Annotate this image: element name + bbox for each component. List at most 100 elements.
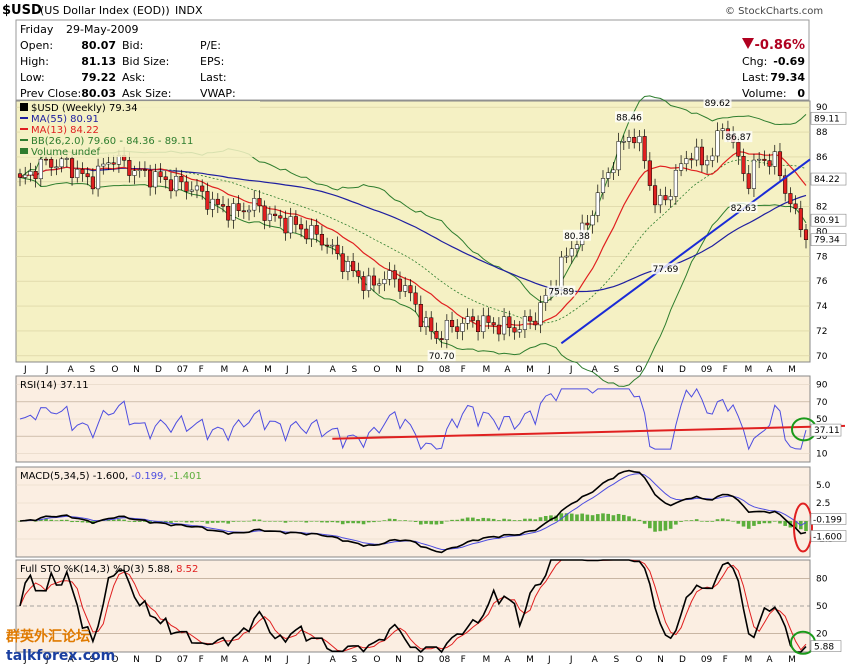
- month-label: D: [155, 365, 162, 375]
- candle-body: [132, 170, 137, 176]
- candle-body: [179, 176, 184, 183]
- candle-body: [257, 198, 262, 207]
- candle-body: [215, 198, 220, 205]
- macd-histogram-bar: [231, 521, 236, 522]
- candle-body: [507, 316, 512, 328]
- price-annotation: 86.87: [725, 133, 751, 143]
- candle-body: [569, 248, 574, 257]
- month-label: S: [352, 365, 358, 375]
- macd-histogram-bar: [392, 518, 397, 521]
- candle-body: [231, 203, 236, 221]
- candle-body: [17, 173, 23, 178]
- macd-histogram-bar: [674, 521, 678, 525]
- candle-body: [616, 141, 621, 171]
- watermark-cn: 群英外汇论坛: [5, 628, 90, 645]
- macd-histogram-bar: [54, 520, 59, 521]
- candle-body: [658, 195, 663, 206]
- candle-body: [746, 173, 751, 189]
- rsi-tick-label: 90: [816, 381, 828, 391]
- month-label: F: [723, 655, 728, 665]
- month-label: F: [461, 655, 466, 665]
- candle-body: [246, 209, 252, 213]
- price-tag: 80.91: [814, 216, 840, 226]
- macd-histogram-bar: [122, 519, 126, 521]
- macd-tag-box: [810, 513, 847, 525]
- candle-body: [699, 146, 704, 166]
- candle-body: [470, 316, 475, 321]
- candle-body: [392, 270, 397, 280]
- macd-histogram-bar: [731, 521, 735, 522]
- candle-body: [309, 225, 314, 240]
- month-label: A: [592, 365, 599, 375]
- macd-histogram-bar: [408, 520, 413, 522]
- macd-histogram-bar: [210, 521, 215, 523]
- candle-body: [449, 320, 455, 328]
- rsi-tag: 37.11: [814, 426, 840, 436]
- candle-body: [85, 173, 90, 178]
- macd-histogram-bar: [502, 518, 506, 521]
- change-percent: -0.86%: [755, 38, 806, 53]
- macd-histogram-bar: [257, 519, 262, 521]
- macd-histogram-bar: [351, 521, 355, 524]
- month-label: M: [526, 365, 534, 375]
- candle-body: [652, 185, 658, 206]
- down-arrow-icon: [742, 38, 754, 49]
- legend-price: $USD (Weekly) 79.34: [31, 103, 138, 114]
- month-label: D: [417, 365, 424, 375]
- candle-body: [621, 140, 626, 143]
- legend-ma55: MA(55) 80.91: [31, 114, 99, 125]
- month-label: F: [723, 365, 728, 375]
- macd-histogram-bar: [346, 521, 350, 524]
- month-label: J: [547, 655, 551, 665]
- candle-body: [611, 169, 616, 174]
- macd-histogram-bar: [720, 518, 725, 521]
- macd-histogram-bar: [476, 519, 480, 521]
- rsi-line: [19, 387, 807, 451]
- macd-histogram-bar: [668, 521, 673, 529]
- month-label: A: [766, 655, 773, 665]
- candle-body: [574, 244, 580, 250]
- candle-body: [210, 198, 215, 210]
- candle-body: [762, 158, 767, 161]
- macd-histogram-bar: [273, 521, 277, 522]
- candle-body: [668, 196, 673, 201]
- candle-body: [439, 338, 444, 340]
- candle-body: [205, 191, 210, 210]
- candle-body: [496, 324, 501, 335]
- candle-body: [642, 136, 647, 162]
- macd-histogram-bar: [648, 521, 652, 529]
- price-tag-box: [810, 233, 847, 247]
- chart-name: (US Dollar Index (EOD)): [40, 4, 170, 17]
- macd-line: [19, 469, 807, 554]
- month-label: D: [417, 655, 424, 665]
- macd-histogram-bar: [294, 521, 298, 522]
- month-label: M: [745, 655, 753, 665]
- macd-histogram-bar: [465, 517, 470, 521]
- candle-body: [142, 169, 147, 171]
- candle-body: [783, 175, 788, 194]
- macd-histogram-bar: [523, 518, 527, 521]
- macd-tag: -0.199: [813, 515, 842, 525]
- candle-body: [106, 162, 111, 165]
- macd-histogram-bar: [705, 521, 709, 522]
- macd-histogram-bar: [320, 521, 324, 523]
- macd-histogram-bar: [736, 521, 741, 524]
- legend-volume: Volume undef: [31, 147, 101, 158]
- macd-histogram-bar: [783, 521, 787, 526]
- candle-body: [460, 323, 465, 332]
- macd-histogram-bar: [169, 521, 173, 524]
- month-label: A: [68, 655, 75, 665]
- candle-body: [522, 316, 527, 330]
- macd-histogram-bar: [637, 519, 642, 521]
- month-label: A: [592, 655, 599, 665]
- candle-body: [325, 244, 330, 247]
- candle-body: [200, 185, 205, 192]
- price-annotation: 89.62: [705, 99, 731, 109]
- candle-body: [679, 163, 684, 171]
- month-label: S: [614, 655, 620, 665]
- high-label: High:: [20, 55, 49, 68]
- macd-histogram-bar: [622, 514, 626, 521]
- macd-histogram-bar: [767, 521, 772, 524]
- candle-body: [38, 158, 43, 180]
- vwap-label: VWAP:: [200, 87, 236, 100]
